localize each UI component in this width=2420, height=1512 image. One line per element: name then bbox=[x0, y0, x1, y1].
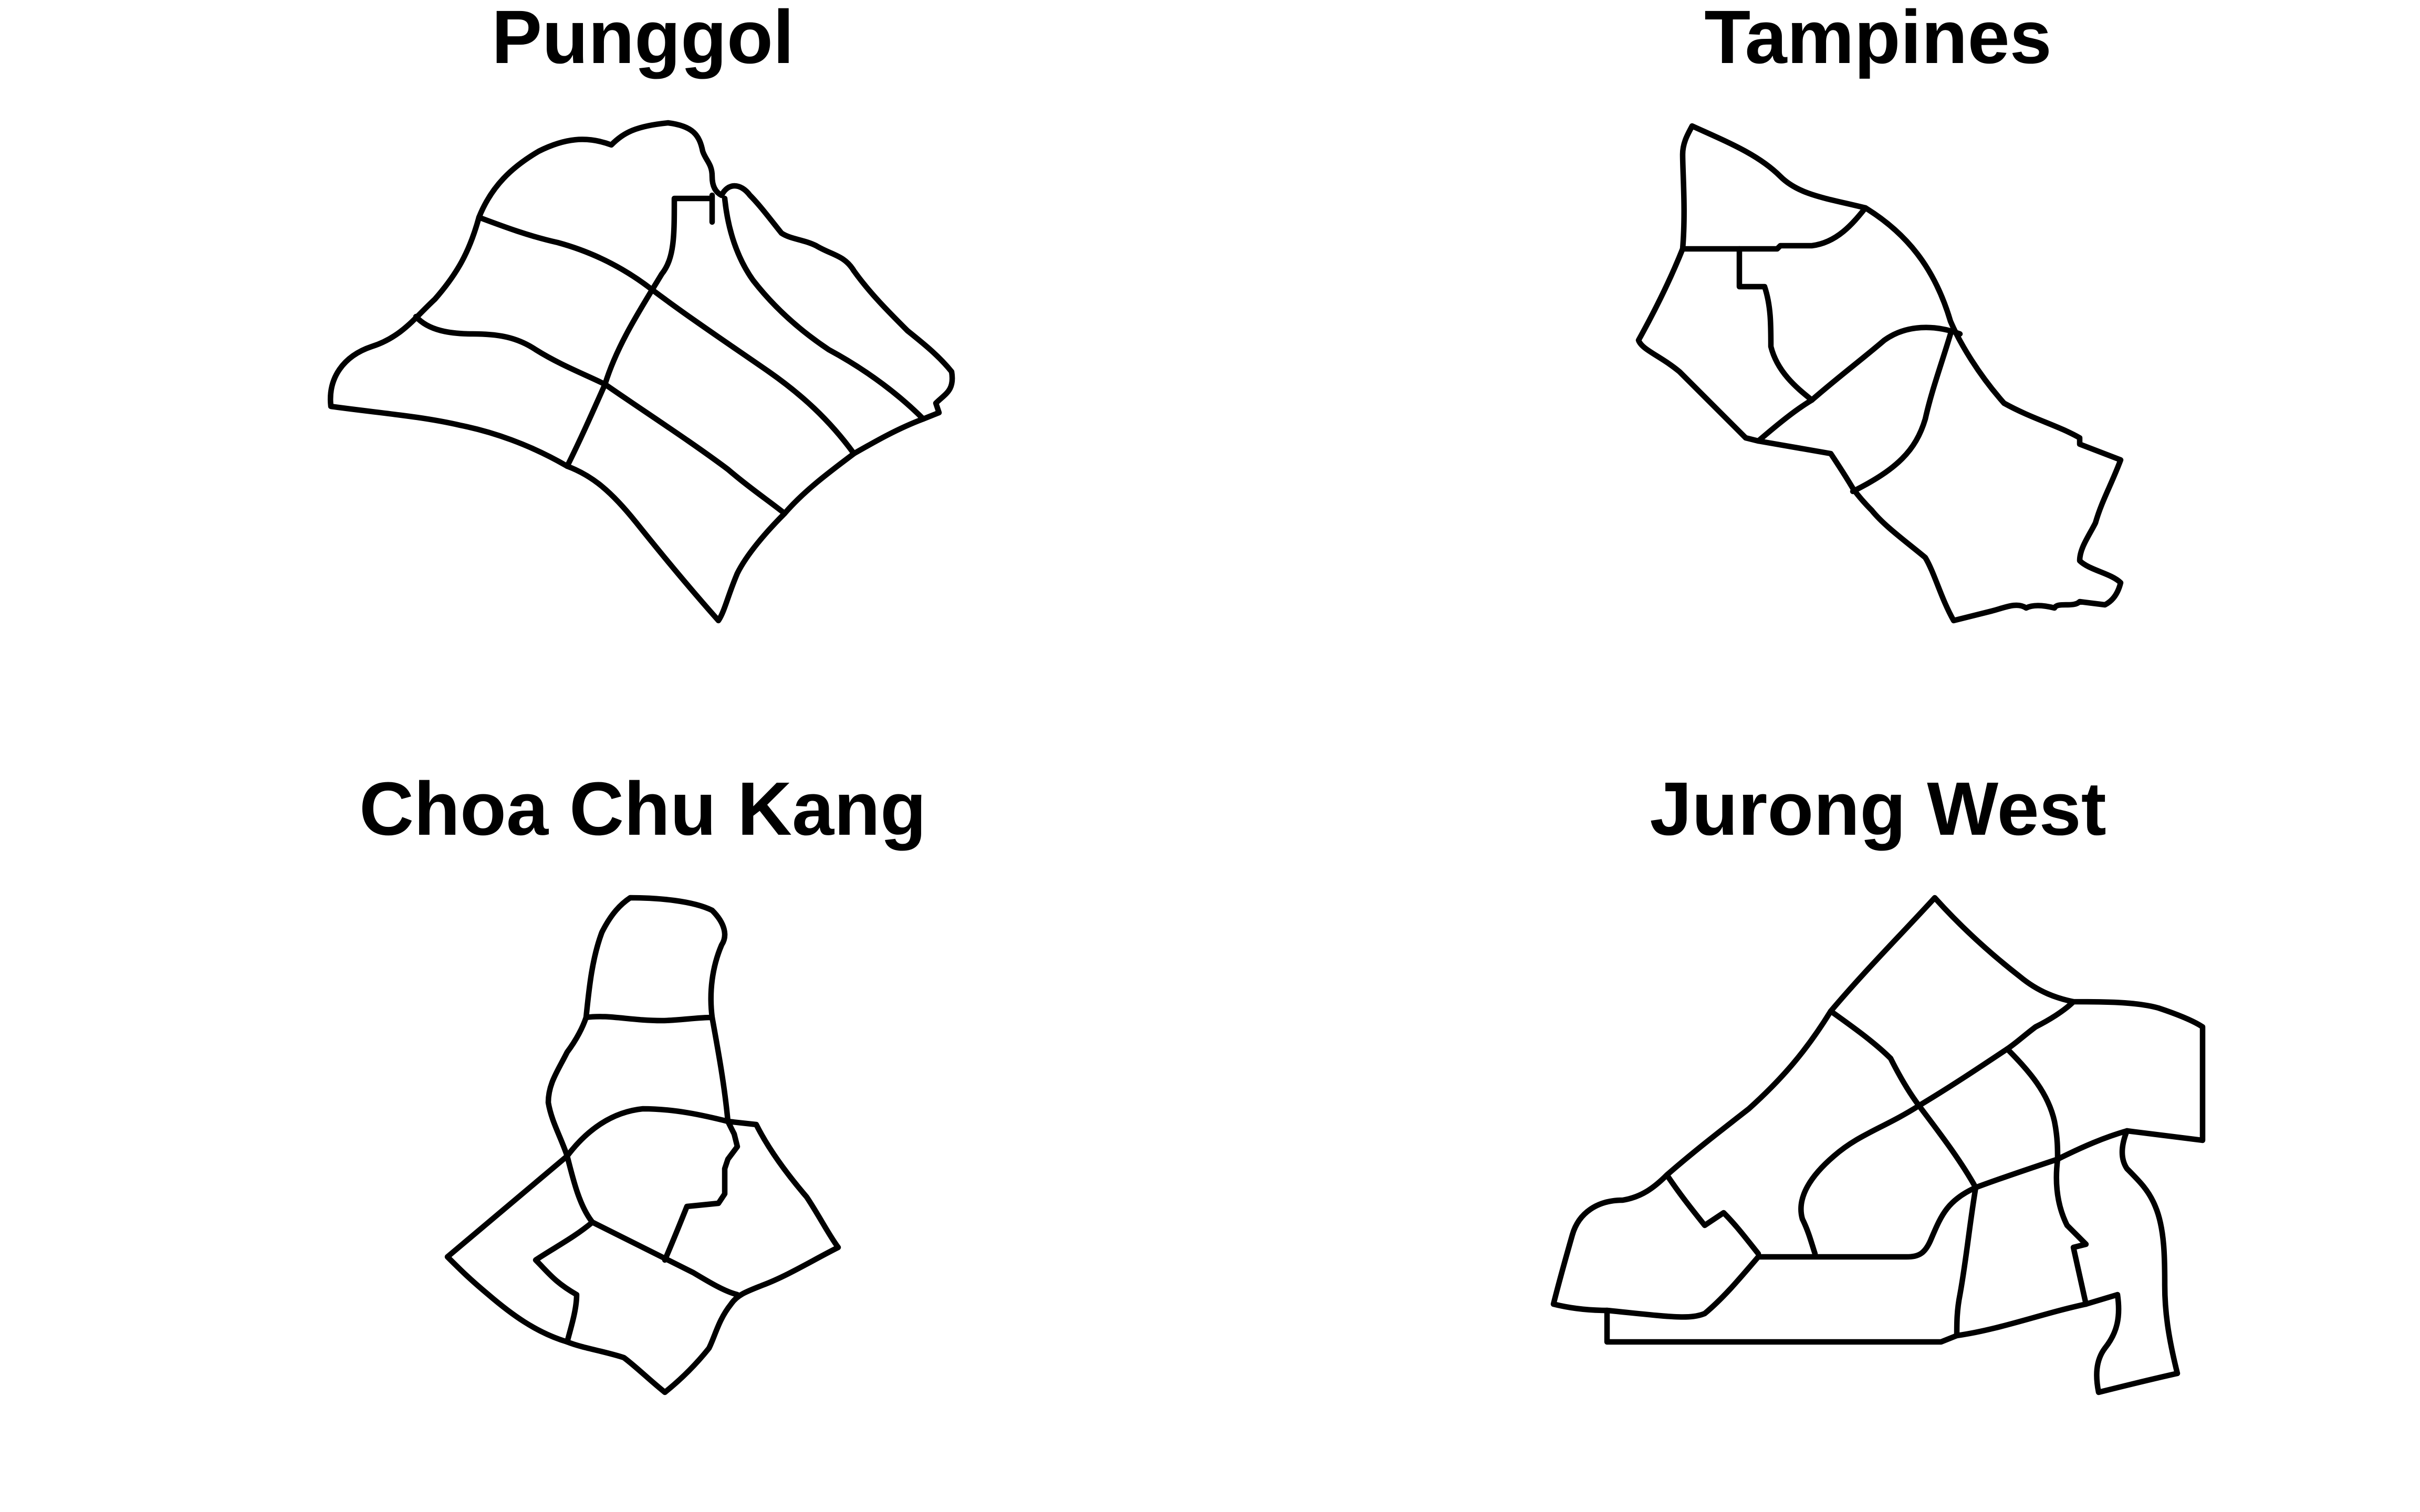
tampines-boundary-4 bbox=[1850, 331, 1954, 495]
punggol-outline bbox=[328, 120, 955, 624]
jurong-west-subzones bbox=[1550, 895, 2206, 1395]
tampines-outline bbox=[1635, 123, 2124, 624]
jurong-west-outline bbox=[1550, 895, 2206, 1395]
punggol-boundary-2 bbox=[413, 313, 788, 517]
tampines-boundary-2 bbox=[1736, 246, 1815, 403]
jw-boundary-6 bbox=[1954, 1184, 1979, 1339]
punggol-boundary-1 bbox=[476, 214, 857, 457]
punggol-subzones bbox=[328, 120, 955, 624]
jw-boundary-4 bbox=[1604, 1102, 1979, 1320]
choa-chu-kang-subzones bbox=[444, 895, 841, 1395]
jw-boundary-1 bbox=[1664, 1172, 1761, 1257]
jw-boundary-2 bbox=[1828, 1008, 1922, 1109]
ccK-boundary-4 bbox=[662, 1118, 740, 1263]
panel-title-tampines: Tampines bbox=[1704, 0, 2052, 79]
tampines-subzones bbox=[1635, 123, 2124, 624]
ccK-boundary-5 bbox=[533, 1219, 596, 1345]
punggol-boundary-3 bbox=[564, 192, 715, 469]
choa-chu-kang-outline bbox=[444, 895, 841, 1395]
panel-title-jurong-west: Jurong West bbox=[1650, 766, 2106, 851]
panel-title-choa-chu-kang: Choa Chu Kang bbox=[359, 766, 926, 851]
ccK-boundary-1 bbox=[583, 1014, 715, 1024]
tampines-boundary-1 bbox=[1680, 205, 1869, 252]
ccK-boundary-2 bbox=[564, 1106, 731, 1159]
punggol-boundary-4 bbox=[722, 195, 926, 422]
jw-boundary-5 bbox=[1973, 1046, 2061, 1191]
panel-punggol: Punggol bbox=[328, 0, 955, 624]
panel-tampines: Tampines bbox=[1635, 0, 2124, 624]
jw-boundary-7 bbox=[2053, 1128, 2130, 1307]
panel-choa-chu-kang: Choa Chu Kang bbox=[359, 766, 926, 1395]
panel-jurong-west: Jurong West bbox=[1550, 766, 2206, 1395]
ccK-boundary-3 bbox=[564, 1153, 740, 1298]
tampines-boundary-3 bbox=[1755, 324, 1963, 444]
panel-title-punggol: Punggol bbox=[492, 0, 794, 79]
